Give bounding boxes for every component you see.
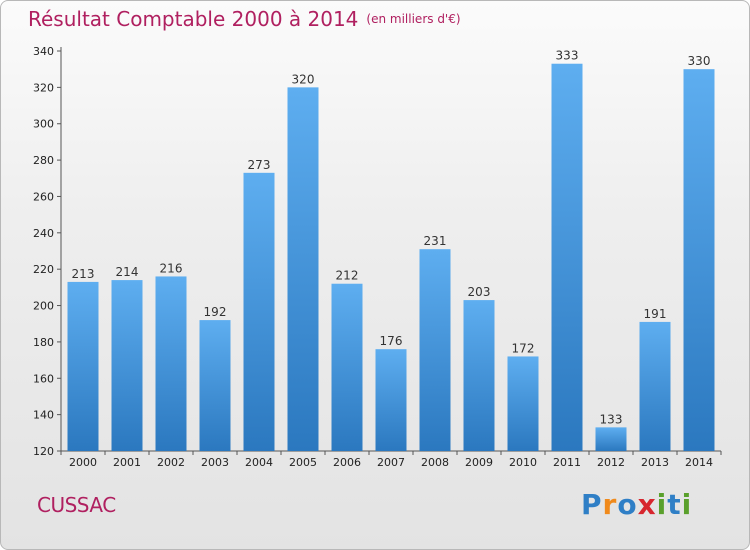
chart-subtitle: (en milliers d'€) xyxy=(366,12,461,26)
bar xyxy=(155,276,187,451)
logo-letter: i xyxy=(656,488,668,521)
data-label: 333 xyxy=(556,49,579,63)
x-tick-label: 2005 xyxy=(289,456,317,469)
bar xyxy=(639,321,671,451)
bar xyxy=(595,427,627,451)
bar xyxy=(507,356,539,451)
bar xyxy=(287,87,319,451)
logo-letter: i xyxy=(681,488,693,521)
data-label: 133 xyxy=(600,412,623,426)
y-tick-label: 140 xyxy=(33,409,54,422)
y-tick-label: 220 xyxy=(33,263,54,276)
x-tick-label: 2000 xyxy=(69,456,97,469)
x-tick-label: 2014 xyxy=(685,456,713,469)
bar xyxy=(243,172,275,451)
bar xyxy=(375,349,407,451)
bar xyxy=(683,69,715,451)
y-tick-label: 200 xyxy=(33,300,54,313)
logo-letter: t xyxy=(667,488,682,521)
bar xyxy=(419,249,451,451)
y-tick-label: 120 xyxy=(33,445,54,458)
x-tick-label: 2011 xyxy=(553,456,581,469)
logo-letter: x xyxy=(637,488,657,521)
data-label: 330 xyxy=(688,54,711,68)
bar xyxy=(199,320,231,451)
x-tick-label: 2006 xyxy=(333,456,361,469)
bar xyxy=(67,281,99,451)
x-tick-label: 2013 xyxy=(641,456,669,469)
x-tick-label: 2004 xyxy=(245,456,273,469)
bar xyxy=(551,63,583,452)
data-label: 172 xyxy=(512,341,535,355)
commune-name: CUSSAC xyxy=(37,493,116,517)
x-tick-label: 2008 xyxy=(421,456,449,469)
x-tick-label: 2001 xyxy=(113,456,141,469)
logo-letter: o xyxy=(617,488,638,521)
logo-letter: P xyxy=(581,488,603,521)
data-label: 176 xyxy=(380,334,403,348)
data-label: 191 xyxy=(644,307,667,321)
logo-letter: r xyxy=(602,488,618,521)
data-label: 273 xyxy=(248,158,271,172)
data-label: 213 xyxy=(72,267,95,281)
chart-title: Résultat Comptable 2000 à 2014 (en millie… xyxy=(28,7,461,31)
data-label: 231 xyxy=(424,234,447,248)
data-label: 203 xyxy=(468,285,491,299)
x-tick-label: 2002 xyxy=(157,456,185,469)
x-tick-label: 2010 xyxy=(509,456,537,469)
y-tick-label: 280 xyxy=(33,154,54,167)
data-label: 212 xyxy=(336,269,359,283)
data-label: 320 xyxy=(292,72,315,86)
x-tick-label: 2012 xyxy=(597,456,625,469)
x-tick-label: 2003 xyxy=(201,456,229,469)
data-label: 192 xyxy=(204,305,227,319)
x-tick-label: 2009 xyxy=(465,456,493,469)
y-tick-label: 320 xyxy=(33,81,54,94)
y-tick-label: 300 xyxy=(33,118,54,131)
bar xyxy=(463,300,495,451)
data-label: 216 xyxy=(160,261,183,275)
bar xyxy=(331,283,363,451)
x-tick-label: 2007 xyxy=(377,456,405,469)
y-tick-label: 340 xyxy=(33,45,54,58)
title-text: Résultat Comptable 2000 à 2014 xyxy=(28,7,359,31)
bar xyxy=(111,280,143,451)
y-tick-label: 260 xyxy=(33,190,54,203)
proxiti-logo: Proxiti xyxy=(581,488,692,521)
y-tick-label: 240 xyxy=(33,227,54,240)
data-label: 214 xyxy=(116,265,139,279)
y-tick-label: 180 xyxy=(33,336,54,349)
y-tick-label: 160 xyxy=(33,372,54,385)
